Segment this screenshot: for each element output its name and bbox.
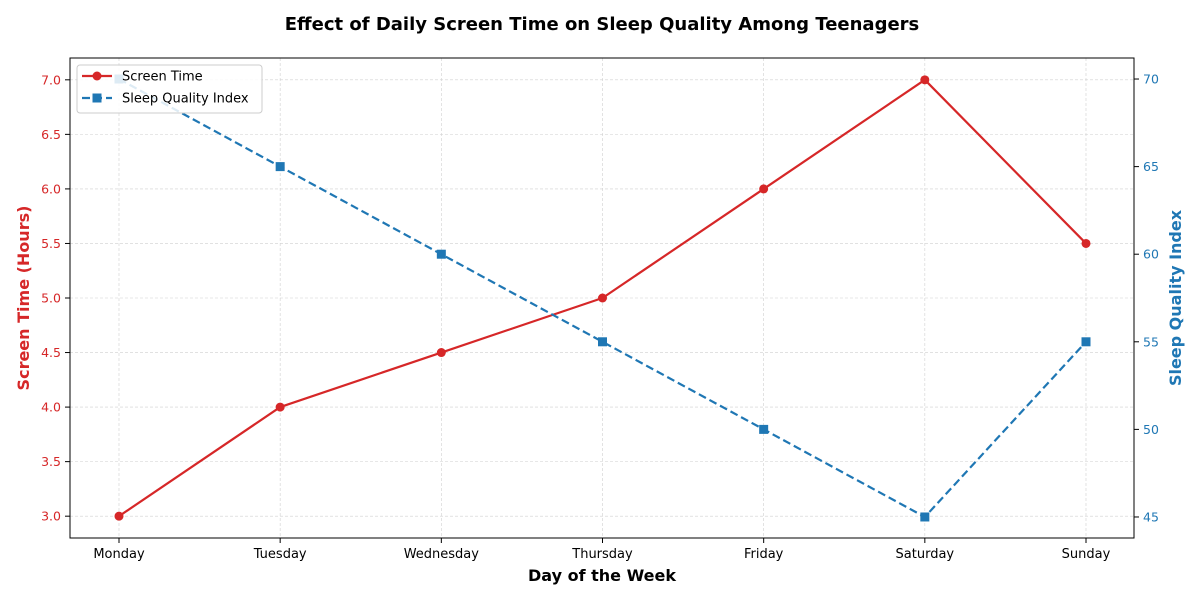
x-tick-label: Wednesday [404, 547, 480, 562]
data-point [436, 348, 446, 358]
y-axis-left: 3.0 3.5 4.0 4.5 5.0 5.5 6.0 6.5 7.0 [41, 72, 70, 524]
x-axis: Monday Tuesday Wednesday Thursday Friday Satu… [93, 538, 1111, 562]
data-point [920, 75, 930, 85]
legend-item: Screen Time [82, 70, 203, 85]
data-point [759, 424, 769, 434]
y-axis-right-label: Sleep Quality Index [1166, 209, 1185, 386]
legend: Screen Time Sleep Quality Index [76, 64, 263, 114]
y-right-tick-label: 45 [1143, 509, 1159, 524]
y-left-tick-label: 3.0 [41, 509, 61, 524]
data-point [275, 162, 285, 172]
y-left-tick-label: 6.0 [41, 181, 61, 196]
y-right-tick-label: 60 [1143, 247, 1159, 262]
y-left-tick-label: 4.0 [41, 400, 61, 415]
legend-item: Sleep Quality Index [82, 92, 249, 107]
y-left-tick-label: 4.5 [41, 345, 61, 360]
legend-marker [92, 93, 102, 103]
data-point [598, 293, 607, 303]
data-point [436, 249, 446, 259]
y-right-tick-label: 65 [1143, 159, 1159, 174]
data-point [920, 512, 930, 522]
data-point [1081, 337, 1091, 347]
data-point [598, 337, 607, 347]
x-tick-label: Thursday [571, 547, 633, 562]
y-left-tick-label: 7.0 [41, 72, 61, 87]
data-point [275, 402, 285, 412]
data-point [1081, 238, 1091, 248]
legend-marker [92, 71, 102, 81]
y-left-tick-label: 3.5 [41, 454, 61, 469]
x-tick-label: Saturday [896, 547, 955, 562]
y-left-tick-label: 6.5 [41, 127, 61, 142]
x-axis-label: Day of the Week [528, 566, 676, 585]
legend-label: Screen Time [122, 70, 203, 85]
series-0 [114, 75, 1091, 521]
chart-title: Effect of Daily Screen Time on Sleep Qua… [285, 14, 920, 35]
legend-box [76, 64, 263, 114]
y-axis-right: 45 50 55 60 65 70 [1134, 72, 1159, 524]
series-lines [114, 74, 1091, 522]
y-left-tick-label: 5.0 [41, 291, 61, 306]
y-right-tick-label: 70 [1143, 72, 1159, 87]
x-tick-label: Sunday [1062, 547, 1111, 562]
legend-label: Sleep Quality Index [122, 92, 249, 107]
y-left-tick-label: 5.5 [41, 236, 61, 251]
x-tick-label: Tuesday [253, 547, 307, 562]
data-point [114, 511, 124, 521]
y-axis-left-label: Screen Time (Hours) [14, 206, 33, 391]
y-right-tick-label: 55 [1143, 334, 1159, 349]
x-tick-label: Friday [744, 547, 784, 562]
data-point [759, 184, 769, 194]
y-right-tick-label: 50 [1143, 422, 1159, 437]
grid-lines [70, 58, 1134, 538]
x-tick-label: Monday [93, 547, 145, 562]
